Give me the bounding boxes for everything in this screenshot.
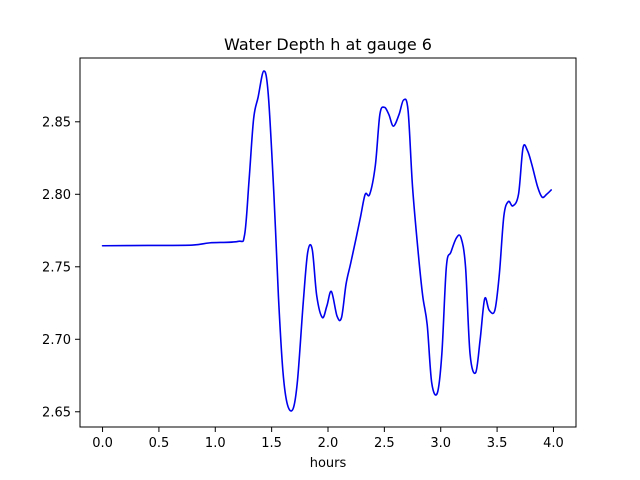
- y-tick-label: 2.80: [42, 188, 71, 203]
- y-tick-label: 2.75: [42, 260, 71, 275]
- x-tick-label: 1.0: [205, 436, 226, 451]
- y-tick-label: 2.65: [42, 405, 71, 420]
- series-line: [101, 70, 552, 412]
- y-tick-label: 2.85: [42, 115, 71, 130]
- x-tick-label: 2.0: [318, 436, 339, 451]
- x-tick-label: 0.0: [92, 436, 113, 451]
- x-axis: 0.0 0.5 1.0 1.5 2.0 2.5 3.0 3.5 4.0: [92, 427, 564, 451]
- x-tick-label: 3.0: [430, 436, 451, 451]
- x-axis-label: hours: [310, 456, 347, 471]
- x-tick-label: 1.5: [261, 436, 282, 451]
- x-tick-label: 0.5: [149, 436, 170, 451]
- x-tick-label: 2.5: [374, 436, 395, 451]
- chart-title: Water Depth h at gauge 6: [224, 35, 432, 54]
- x-tick-label: 4.0: [543, 436, 564, 451]
- plot-frame: [79, 57, 577, 428]
- y-tick-label: 2.70: [42, 333, 71, 348]
- plot-area: [101, 70, 552, 412]
- y-axis: 2.65 2.70 2.75 2.80 2.85: [42, 115, 80, 420]
- x-tick-label: 3.5: [487, 436, 508, 451]
